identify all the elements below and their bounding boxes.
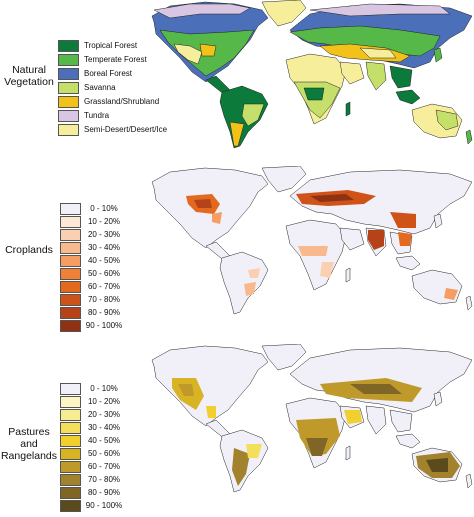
legend-item: 80 - 90% [60, 306, 127, 319]
swatch [60, 254, 81, 267]
swatch [58, 124, 79, 136]
legend-item: 60 - 70% [60, 280, 127, 293]
legend-label: 50 - 60% [87, 268, 121, 278]
vegetation-title-line-2: Vegetation [4, 76, 54, 88]
legend-label: 0 - 10% [90, 203, 118, 213]
legend-label: 80 - 90% [87, 487, 121, 497]
legend-label: 0 - 10% [90, 383, 118, 393]
swatch [58, 96, 79, 108]
swatch [60, 267, 81, 280]
legend-label: 20 - 30% [87, 409, 121, 419]
legend-item: 0 - 10% [60, 382, 127, 395]
legend-label: 20 - 30% [87, 229, 121, 239]
croplands-panel: Croplands 0 - 10% 10 - 20% 20 - 30% 30 -… [0, 166, 474, 332]
swatch [58, 82, 79, 94]
legend-item: 0 - 10% [60, 202, 127, 215]
legend-item: 60 - 70% [60, 460, 127, 473]
legend-item: 10 - 20% [60, 395, 127, 408]
croplands-legend: 0 - 10% 10 - 20% 20 - 30% 30 - 40% 40 - … [60, 202, 127, 332]
vegetation-legend: Tropical Forest Temperate Forest Boreal … [58, 39, 167, 137]
legend-label: 30 - 40% [87, 422, 121, 432]
legend-label: 60 - 70% [87, 281, 121, 291]
legend-label: 80 - 90% [87, 307, 121, 317]
pastures-title-line-3: Rangelands [0, 450, 58, 462]
swatch [60, 434, 81, 447]
legend-item: 20 - 30% [60, 408, 127, 421]
pastures-legend: 0 - 10% 10 - 20% 20 - 30% 30 - 40% 40 - … [60, 382, 127, 512]
legend-item-temperate-forest: Temperate Forest [58, 53, 167, 67]
legend-item: 70 - 80% [60, 473, 127, 486]
legend-item: 50 - 60% [60, 267, 127, 280]
legend-label: 90 - 100% [85, 320, 123, 330]
legend-label: 60 - 70% [87, 461, 121, 471]
legend-label: Semi-Desert/Desert/Ice [84, 125, 168, 134]
legend-label: 40 - 50% [87, 435, 121, 445]
swatch [60, 306, 81, 319]
legend-label: Tropical Forest [84, 41, 138, 50]
legend-label: 30 - 40% [87, 242, 121, 252]
swatch [60, 215, 81, 228]
swatch [58, 54, 79, 66]
swatch [60, 499, 81, 512]
vegetation-title-line-1: Natural [12, 64, 46, 76]
legend-label: 50 - 60% [87, 448, 121, 458]
legend-item-grassland: Grassland/Shrubland [58, 95, 167, 109]
legend-item-tundra: Tundra [58, 109, 167, 123]
swatch [60, 382, 81, 395]
legend-item: 20 - 30% [60, 228, 127, 241]
swatch [60, 408, 81, 421]
pastures-title-line-2: and [20, 438, 38, 450]
swatch [60, 293, 81, 306]
legend-label: 90 - 100% [85, 500, 123, 510]
legend-label: Savanna [84, 83, 116, 92]
legend-label: Temperate Forest [84, 55, 147, 64]
swatch [60, 460, 81, 473]
legend-item: 70 - 80% [60, 293, 127, 306]
legend-label: Boreal Forest [84, 69, 133, 78]
legend-label: 70 - 80% [87, 294, 121, 304]
pastures-panel: Pastures and Rangelands 0 - 10% 10 - 20%… [0, 344, 474, 517]
legend-item: 40 - 50% [60, 434, 127, 447]
vegetation-title: Natural Vegetation [0, 64, 58, 88]
swatch [58, 110, 79, 122]
swatch [60, 473, 81, 486]
swatch [60, 319, 81, 332]
legend-item: 80 - 90% [60, 486, 127, 499]
swatch [60, 447, 81, 460]
legend-item: 90 - 100% [60, 319, 127, 332]
legend-item-tropical-forest: Tropical Forest [58, 39, 167, 53]
legend-item: 30 - 40% [60, 421, 127, 434]
vegetation-panel: Natural Vegetation Tropical Forest Tempe… [0, 0, 474, 150]
legend-item: 10 - 20% [60, 215, 127, 228]
legend-item: 50 - 60% [60, 447, 127, 460]
legend-label: 70 - 80% [87, 474, 121, 484]
legend-item: 90 - 100% [60, 499, 127, 512]
legend-label: Tundra [84, 111, 110, 120]
swatch [58, 68, 79, 80]
legend-item-savanna: Savanna [58, 81, 167, 95]
legend-item: 30 - 40% [60, 241, 127, 254]
legend-item-desert: Semi-Desert/Desert/Ice [58, 123, 167, 137]
swatch [60, 486, 81, 499]
swatch [60, 202, 81, 215]
legend-item: 40 - 50% [60, 254, 127, 267]
croplands-title: Croplands [0, 244, 58, 256]
croplands-world-map [151, 166, 473, 315]
pastures-title-line-1: Pastures [8, 426, 50, 438]
vegetation-world-map [151, 0, 473, 149]
legend-item-boreal-forest: Boreal Forest [58, 67, 167, 81]
legend-label: 10 - 20% [87, 396, 121, 406]
legend-label: Grassland/Shrubland [84, 97, 160, 106]
legend-label: 40 - 50% [87, 255, 121, 265]
swatch [60, 280, 81, 293]
swatch [60, 228, 81, 241]
swatch [60, 241, 81, 254]
pastures-title: Pastures and Rangelands [0, 426, 58, 462]
legend-label: 10 - 20% [87, 216, 121, 226]
swatch [60, 395, 81, 408]
pastures-world-map [151, 344, 473, 493]
swatch [60, 421, 81, 434]
croplands-title-line-1: Croplands [5, 244, 53, 256]
swatch [58, 40, 79, 52]
